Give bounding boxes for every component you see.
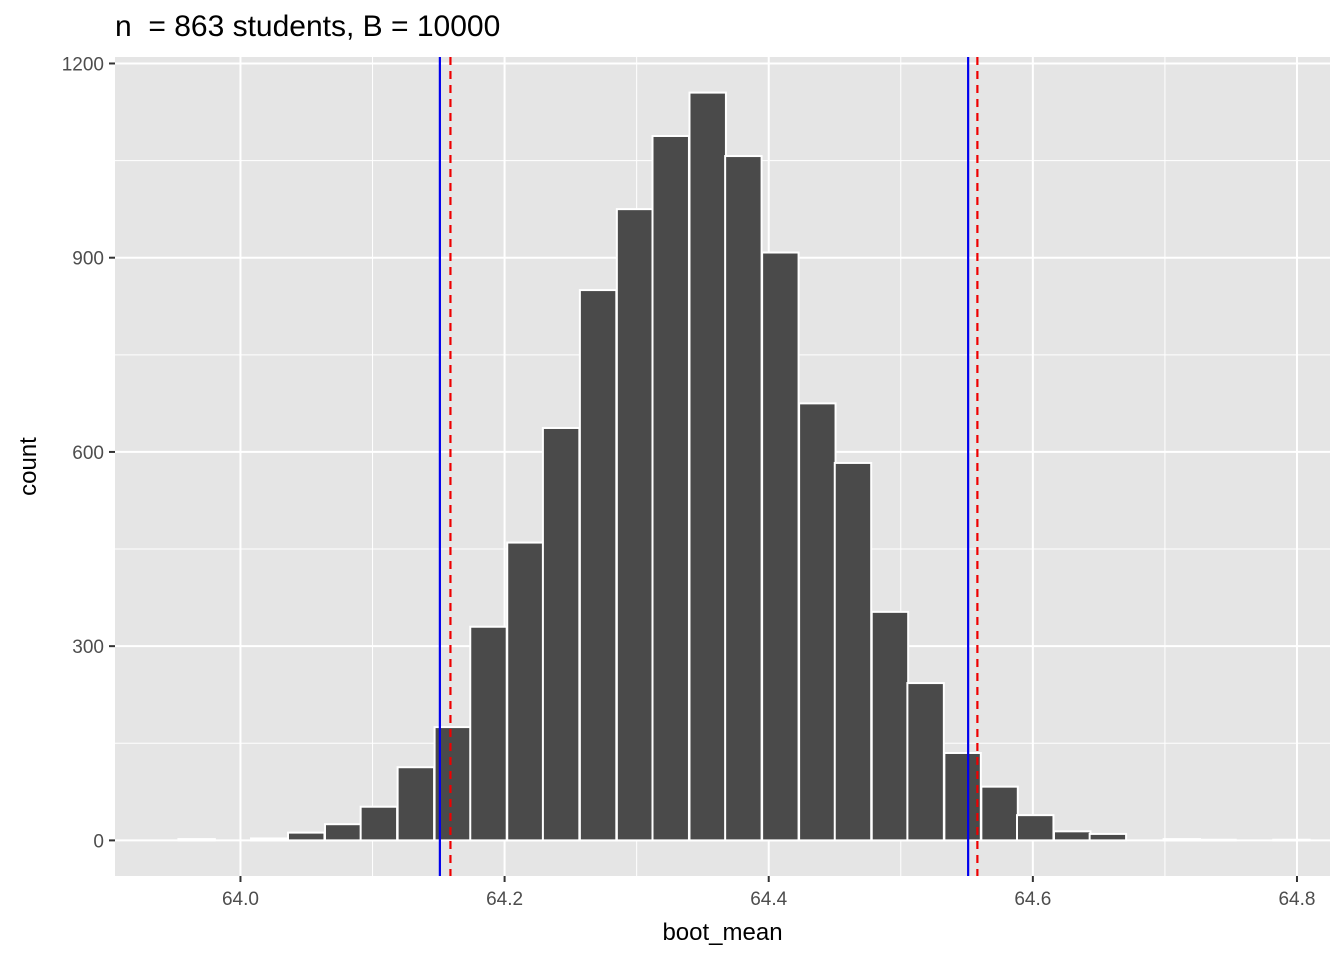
chart-title: n = 863 students, B = 10000 <box>115 10 501 43</box>
y-tick-label: 900 <box>72 249 104 270</box>
histogram-bar <box>943 751 982 842</box>
histogram-bars <box>177 91 1311 842</box>
y-tick-label: 0 <box>93 831 104 852</box>
histogram-bar <box>761 251 800 842</box>
histogram-bar <box>396 766 436 842</box>
histogram-bar <box>541 426 581 842</box>
axes: 64.0 64.2 64.4 64.6 64.8 0 300 600 900 1200 <box>62 54 1316 910</box>
histogram-bar <box>1016 814 1055 842</box>
histogram-bar <box>323 823 363 842</box>
histogram-bar <box>1052 830 1092 842</box>
histogram-bar <box>870 610 910 842</box>
histogram-bar <box>578 289 618 842</box>
histogram-bar <box>359 805 399 842</box>
histogram-bar <box>724 155 763 842</box>
y-axis-title: count <box>15 437 42 496</box>
y-tick-label: 1200 <box>62 54 104 75</box>
histogram-bar <box>287 831 326 842</box>
histogram-bar <box>906 682 945 842</box>
y-tick-label: 300 <box>72 637 104 658</box>
histogram-bar <box>469 625 508 842</box>
x-tick-label: 64.0 <box>222 889 259 910</box>
histogram-bar <box>1272 838 1311 842</box>
histogram-bar <box>688 91 727 842</box>
histogram-bar <box>833 461 873 842</box>
x-axis-title: boot_mean <box>662 919 782 946</box>
histogram-bar <box>980 785 1019 842</box>
histogram-bar <box>506 541 545 842</box>
histogram-bar <box>177 838 216 842</box>
x-tick-label: 64.6 <box>1014 889 1051 910</box>
y-tick-label: 600 <box>72 443 104 464</box>
histogram-bar <box>798 402 837 842</box>
histogram-bar <box>651 134 690 842</box>
histogram-bar <box>1088 832 1128 842</box>
x-tick-label: 64.4 <box>750 889 787 910</box>
histogram-bar <box>250 837 289 842</box>
x-tick-label: 64.2 <box>486 889 523 910</box>
histogram-bar <box>1162 838 1202 842</box>
interval-lines <box>438 57 979 876</box>
x-tick-label: 64.8 <box>1278 889 1315 910</box>
histogram-bar <box>615 208 655 842</box>
histogram-bar <box>1198 838 1237 842</box>
